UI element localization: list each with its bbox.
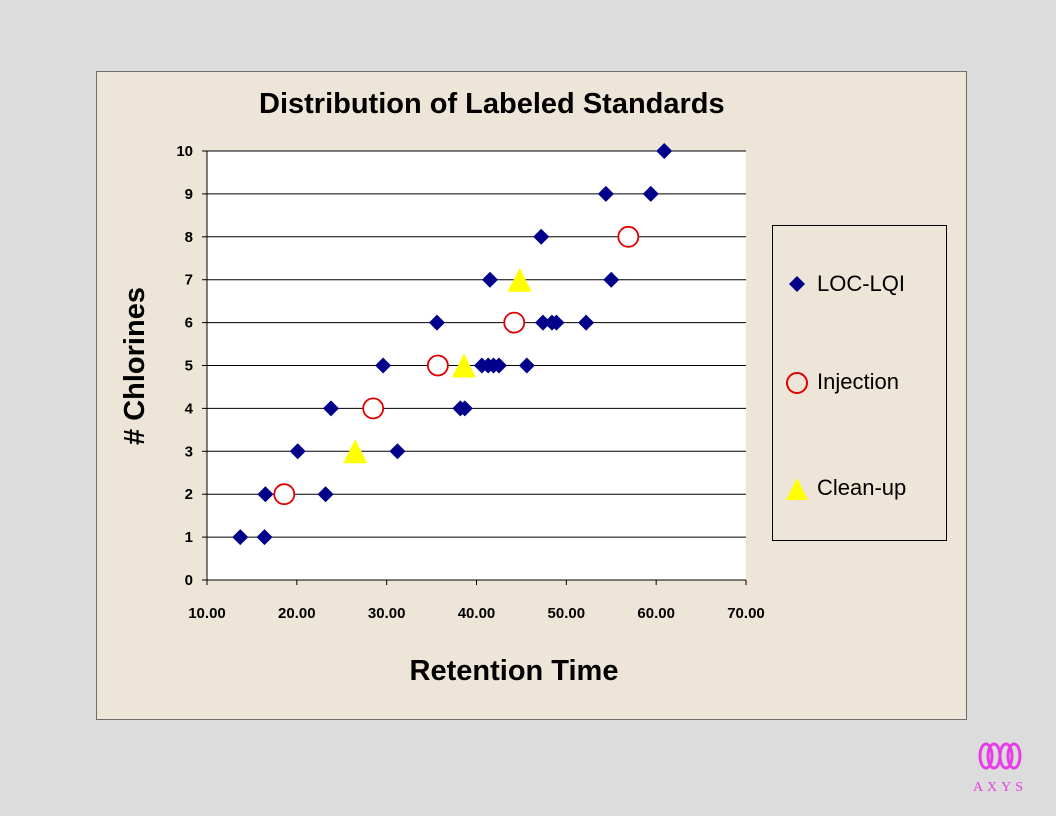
data-point-diamond xyxy=(534,314,551,331)
y-tick-label: 7 xyxy=(185,272,193,289)
x-tick-label: 50.00 xyxy=(548,605,586,622)
axes xyxy=(202,150,747,585)
y-tick-label: 8 xyxy=(185,229,193,246)
brand-text: AXYS xyxy=(972,780,1028,795)
data-point-triangle xyxy=(507,267,532,292)
legend-item-loc-lqi: LOC-LQI xyxy=(773,269,946,299)
circle-icon xyxy=(786,372,808,394)
data-point-diamond xyxy=(578,314,595,331)
x-axis-title: Retention Time xyxy=(410,655,619,687)
legend-item-clean-up: Clean-up xyxy=(773,473,946,503)
data-point-diamond xyxy=(548,314,565,331)
y-tick-label: 0 xyxy=(185,572,193,589)
axys-logo-icon xyxy=(978,742,1022,770)
y-tick-label: 6 xyxy=(185,315,193,332)
data-point-circle xyxy=(503,311,526,334)
data-point-diamond xyxy=(481,271,498,288)
y-tick-label: 5 xyxy=(185,358,193,375)
data-point-diamond xyxy=(597,185,614,202)
data-point-diamond xyxy=(389,443,406,460)
x-tick-label: 40.00 xyxy=(458,605,496,622)
y-tick-label: 2 xyxy=(185,486,193,503)
data-point-diamond xyxy=(490,357,507,374)
x-tick-label: 30.00 xyxy=(368,605,406,622)
legend-item-injection: Injection xyxy=(773,367,946,397)
legend-label: Clean-up xyxy=(817,475,907,500)
data-point-circle xyxy=(426,354,449,377)
data-marks xyxy=(232,143,673,546)
data-point-diamond xyxy=(322,400,339,417)
data-point-triangle xyxy=(451,353,476,378)
data-point-diamond xyxy=(518,357,535,374)
data-point-diamond xyxy=(317,486,334,503)
triangle-icon xyxy=(786,478,808,500)
data-point-diamond xyxy=(603,271,620,288)
x-tick-label: 10.00 xyxy=(188,605,226,622)
y-tick-label: 9 xyxy=(185,186,193,203)
legend: LOC-LQI Injection Clean-up xyxy=(772,225,947,541)
y-tick-label: 4 xyxy=(185,400,194,417)
x-tick-label: 20.00 xyxy=(278,605,316,622)
chart-title: Distribution of Labeled Standards xyxy=(259,88,725,120)
data-point-circle xyxy=(362,397,385,420)
data-point-circle xyxy=(273,483,296,506)
diamond-icon xyxy=(789,276,805,292)
data-point-diamond xyxy=(642,185,659,202)
y-tick-label: 10 xyxy=(176,143,193,160)
x-tick-label: 70.00 xyxy=(727,605,765,622)
data-point-diamond xyxy=(256,529,273,546)
x-tick-label: 60.00 xyxy=(637,605,675,622)
y-axis-title: # Chlorines xyxy=(119,287,151,445)
data-point-diamond xyxy=(456,400,473,417)
legend-label: LOC-LQI xyxy=(817,271,906,296)
data-point-diamond xyxy=(428,314,445,331)
legend-label: Injection xyxy=(817,369,899,394)
data-point-diamond xyxy=(257,486,274,503)
data-point-circle xyxy=(617,225,640,248)
data-point-diamond xyxy=(375,357,392,374)
data-point-diamond xyxy=(232,529,249,546)
brand-logo: AXYS xyxy=(960,738,1040,798)
y-tick-label: 3 xyxy=(185,443,193,460)
data-point-triangle xyxy=(343,439,368,464)
data-point-diamond xyxy=(289,443,306,460)
y-tick-label: 1 xyxy=(185,529,193,546)
data-point-diamond xyxy=(533,228,550,245)
data-point-diamond xyxy=(656,143,673,159)
tick-labels: 0 1 2 3 4 5 6 7 8 9 10 10.00 20.00 30.00 40.00 50.00 60.… xyxy=(176,143,764,622)
